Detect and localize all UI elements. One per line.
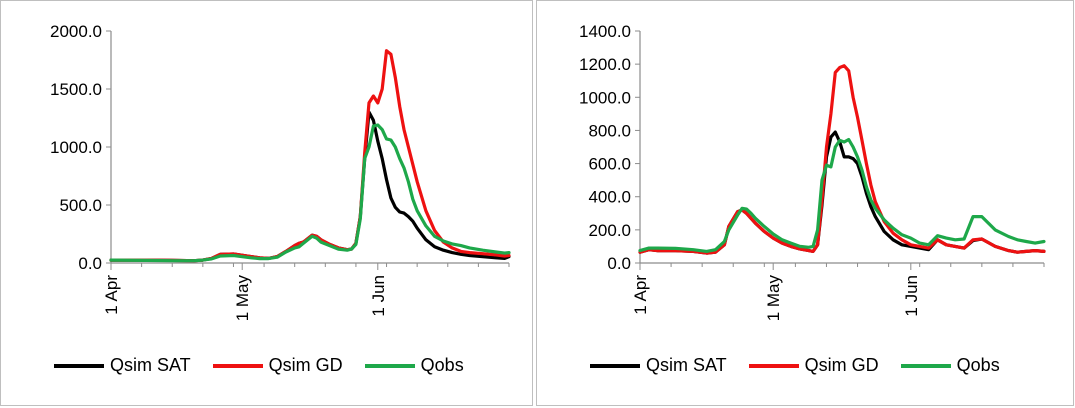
y-tick-label: 500.0 (59, 196, 102, 215)
legend-label: Qobs (420, 355, 464, 375)
legend-label: Qsim GD (804, 355, 879, 375)
legend-swatch (54, 363, 104, 368)
y-tick-label: 1000.0 (50, 138, 102, 157)
legend-item: Qobs (364, 355, 464, 376)
legend-left: Qsim SAT Qsim GD Qobs (54, 355, 486, 376)
chart-left: 0.0 500.0 1000.0 1500.0 2000.0 1 Apr 1 May 1 Ju… (50, 22, 511, 322)
y-tick-label: 1200.0 (579, 55, 631, 74)
legend-item: Qsim SAT (590, 355, 727, 376)
chart-right: 0.0 200.0 400.0 600.0 800.0 1000.0 1200.0 1400.… (579, 22, 1046, 322)
y-tick-label: 1500.0 (50, 80, 102, 99)
x-tick-label: 1 Jun (902, 275, 921, 317)
series-line-qobs (109, 123, 511, 263)
series-line-qsim-sat (638, 130, 1046, 255)
legend-label: Qsim GD (268, 355, 343, 375)
legend-swatch (748, 363, 799, 368)
series-line-qsim-gd (638, 64, 1046, 255)
x-tick-label: 1 Jun (369, 275, 388, 317)
legend-item: Qsim SAT (54, 355, 191, 376)
y-tick-label: 1400.0 (579, 22, 631, 41)
legend-swatch (590, 363, 640, 368)
y-tick-label: 200.0 (588, 221, 631, 240)
chart-panel-left: 0.0 500.0 1000.0 1500.0 2000.0 1 Apr 1 May 1 Ju… (0, 0, 533, 406)
y-tick-label: 800.0 (588, 121, 631, 140)
legend-item: Qsim GD (748, 355, 879, 376)
series-line-qobs (638, 137, 1046, 253)
x-tick-label: 1 Apr (102, 275, 121, 315)
legend-item: Qsim GD (212, 355, 343, 376)
y-tick-label: 0.0 (78, 254, 102, 273)
legend-swatch (212, 363, 263, 368)
legend-label: Qsim SAT (110, 355, 191, 375)
y-tick-label: 0.0 (607, 254, 631, 273)
y-tick-label: 400.0 (588, 188, 631, 207)
legend-swatch (364, 363, 415, 368)
x-tick-label: 1 Apr (631, 275, 650, 315)
legend-swatch (900, 363, 951, 368)
legend-right: Qsim SAT Qsim GD Qobs (590, 355, 1022, 376)
legend-label: Qobs (956, 355, 1000, 375)
series-line-qsim-gd (109, 49, 511, 263)
chart-panel-right: 0.0 200.0 400.0 600.0 800.0 1000.0 1200.0 1400.… (536, 0, 1074, 406)
y-tick-label: 2000.0 (50, 22, 102, 41)
legend-item: Qobs (900, 355, 1000, 376)
x-tick-label: 1 May (233, 275, 252, 322)
y-tick-label: 600.0 (588, 155, 631, 174)
y-tick-label: 1000.0 (579, 88, 631, 107)
legend-label: Qsim SAT (646, 355, 727, 375)
x-tick-label: 1 May (764, 275, 783, 322)
